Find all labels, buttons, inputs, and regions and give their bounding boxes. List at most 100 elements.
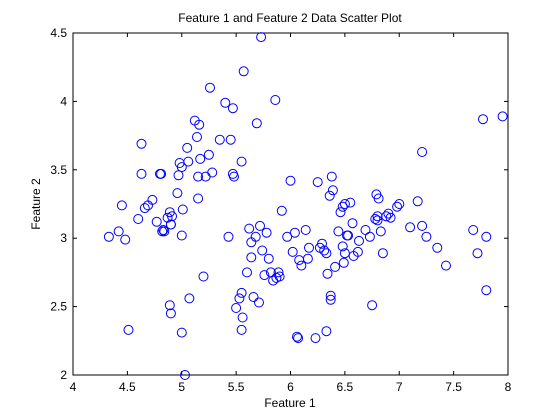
scatter-point (246, 252, 257, 263)
x-axis-label: Feature 1 (264, 396, 316, 410)
scatter-point (198, 271, 209, 282)
scatter-point (184, 293, 195, 304)
scatter-point (339, 248, 350, 259)
scatter-point (103, 231, 114, 242)
scatter-point (223, 231, 234, 242)
scatter-point (156, 168, 167, 179)
scatter-point (310, 333, 321, 344)
scatter-point (377, 248, 388, 259)
scatter-point (159, 226, 170, 237)
scatter-point (263, 253, 274, 264)
scatter-point (165, 219, 176, 230)
scatter-point (261, 227, 272, 238)
scatter-point (322, 268, 333, 279)
chart-title: Feature 1 and Feature 2 Data Scatter Plo… (178, 11, 402, 25)
scatter-point (325, 290, 336, 301)
scatter-point (167, 211, 177, 222)
scatter-point (207, 167, 218, 178)
scatter-point (242, 267, 252, 278)
scatter-point (231, 303, 242, 313)
y-tick-label: 4.5 (50, 26, 67, 40)
y-tick-label: 4 (60, 94, 67, 108)
scatter-point (364, 231, 375, 242)
scatter-point (180, 370, 190, 380)
scatter-point (367, 300, 378, 311)
scatter-point (441, 260, 451, 271)
axis-ticks: 4 4.5 5 5.5 6 6.5 7 7.5 8 2 2.5 3 3.5 4 4.5 (50, 26, 511, 394)
scatter-point (302, 253, 313, 264)
scatter-point (292, 331, 302, 342)
scatter-point (136, 138, 147, 149)
scatter-point (325, 294, 336, 305)
scatter-point (337, 241, 348, 252)
scatter-point (345, 197, 356, 208)
scatter-point (229, 171, 239, 182)
scatter-point (472, 248, 483, 259)
scatter-point (338, 257, 349, 268)
scatter-point (147, 194, 158, 205)
scatter-point (497, 111, 508, 122)
scatter-point (370, 214, 381, 224)
scatter-point (394, 199, 405, 209)
scatter-point (321, 248, 332, 259)
scatter-point (421, 231, 432, 242)
scatter-point (195, 153, 206, 164)
x-tick-label: 5 (178, 380, 185, 394)
scatter-point (432, 242, 443, 253)
scatter-point (270, 95, 281, 105)
scatter-point (236, 287, 247, 298)
scatter-point (225, 134, 236, 145)
scatter-point (183, 156, 194, 167)
scatter-point (333, 226, 344, 237)
scatter-point (234, 293, 245, 304)
scatter-point (151, 216, 162, 227)
scatter-point (304, 242, 314, 253)
scatter-point (282, 231, 293, 242)
scatter-point (319, 245, 330, 256)
x-tick-label: 4.5 (119, 380, 136, 394)
scatter-point (417, 147, 428, 157)
scatter-point (276, 205, 287, 216)
scatter-point (158, 225, 169, 235)
scatter-point (136, 168, 147, 179)
scatter-point (289, 227, 300, 238)
scatter-point (203, 149, 214, 160)
scatter-point (324, 190, 335, 201)
scatter-point (162, 212, 173, 223)
scatter-point (417, 220, 428, 231)
scatter-point (238, 66, 249, 77)
scatter-point (176, 327, 187, 338)
scatter-point (412, 196, 423, 207)
scatter-point (321, 326, 332, 337)
scatter-point (251, 118, 262, 129)
scatter-point (273, 267, 284, 278)
scatter-point (177, 204, 188, 215)
scatter-point (164, 300, 175, 311)
x-tick-label: 4 (70, 380, 77, 394)
x-tick-label: 8 (505, 380, 512, 394)
scatter-point (257, 245, 268, 256)
y-tick-label: 2.5 (50, 300, 67, 314)
x-tick-label: 5.5 (228, 380, 245, 394)
scatter-point (236, 156, 247, 167)
scatter-point (478, 114, 488, 125)
scatter-point (176, 162, 187, 173)
scatter-point (214, 134, 225, 145)
scatter-point (385, 212, 396, 223)
y-tick-label: 2 (60, 368, 67, 382)
scatter-point (250, 231, 261, 242)
x-tick-label: 7 (396, 380, 403, 394)
scatter-point (287, 246, 298, 257)
scatter-point (237, 312, 248, 323)
scatter-point (248, 292, 259, 302)
scatter-point (244, 223, 255, 234)
scatter-point (373, 193, 384, 204)
scatter-point (405, 222, 416, 233)
scatter-point (327, 185, 338, 196)
scatter-point (381, 211, 392, 222)
scatter-point (254, 297, 264, 308)
scatter-point (326, 171, 337, 182)
scatter-point (193, 193, 204, 204)
scatter-point (274, 271, 285, 282)
plot-area (72, 32, 509, 376)
